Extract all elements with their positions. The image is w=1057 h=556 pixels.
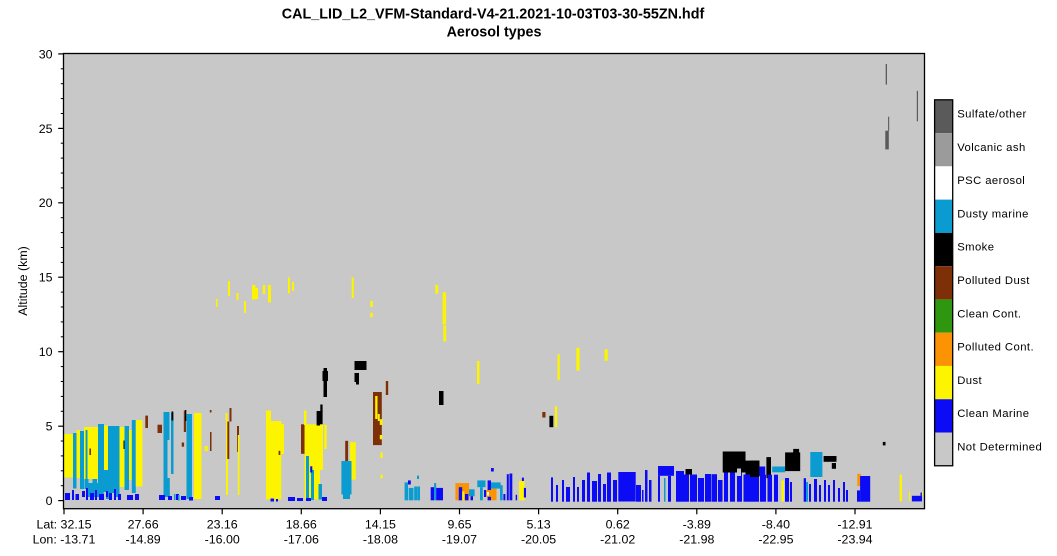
svg-text:Dusty marine: Dusty marine [957,208,1029,220]
svg-text:Lon: -13.71: Lon: -13.71 [33,533,96,547]
svg-text:-20.05: -20.05 [521,533,556,547]
svg-text:-3.89: -3.89 [683,518,711,532]
svg-text:Sulfate/other: Sulfate/other [957,109,1027,121]
svg-text:-22.95: -22.95 [758,533,793,547]
svg-text:-18.08: -18.08 [363,533,398,547]
svg-text:Dust: Dust [957,375,982,387]
svg-text:14.15: 14.15 [365,518,396,532]
svg-text:Volcanic ash: Volcanic ash [957,142,1025,154]
svg-text:23.16: 23.16 [207,518,238,532]
svg-text:Polluted Cont.: Polluted Cont. [957,342,1034,354]
svg-text:27.66: 27.66 [128,518,159,532]
svg-text:-8.40: -8.40 [762,518,790,532]
svg-text:18.66: 18.66 [286,518,317,532]
svg-text:10: 10 [39,345,53,359]
svg-text:Clean Marine: Clean Marine [957,408,1029,420]
svg-text:-23.94: -23.94 [837,533,872,547]
svg-text:0: 0 [46,494,53,508]
svg-text:-21.98: -21.98 [679,533,714,547]
svg-text:Aerosol types: Aerosol types [447,25,542,41]
svg-text:5.13: 5.13 [527,518,551,532]
svg-text:20: 20 [39,196,53,210]
svg-text:25: 25 [39,122,53,136]
svg-text:9.65: 9.65 [447,518,471,532]
svg-text:CAL_LID_L2_VFM-Standard-V4-21.: CAL_LID_L2_VFM-Standard-V4-21.2021-10-03… [282,6,705,22]
svg-text:-19.07: -19.07 [442,533,477,547]
svg-text:5: 5 [46,420,53,434]
svg-text:15: 15 [39,271,53,285]
svg-text:PSC aerosol: PSC aerosol [957,175,1025,187]
svg-text:-16.00: -16.00 [205,533,240,547]
svg-text:Altitude (km): Altitude (km) [16,246,30,316]
svg-text:30: 30 [39,47,53,61]
svg-text:-12.91: -12.91 [837,518,872,532]
svg-text:Lat: 32.15: Lat: 32.15 [36,518,91,532]
svg-text:Not Determined: Not Determined [957,441,1042,453]
svg-text:0.62: 0.62 [606,518,630,532]
svg-text:Smoke: Smoke [957,242,994,254]
svg-text:Polluted Dust: Polluted Dust [957,275,1030,287]
svg-text:Clean Cont.: Clean Cont. [957,308,1021,320]
svg-text:-21.02: -21.02 [600,533,635,547]
svg-text:-17.06: -17.06 [284,533,319,547]
svg-text:-14.89: -14.89 [126,533,161,547]
